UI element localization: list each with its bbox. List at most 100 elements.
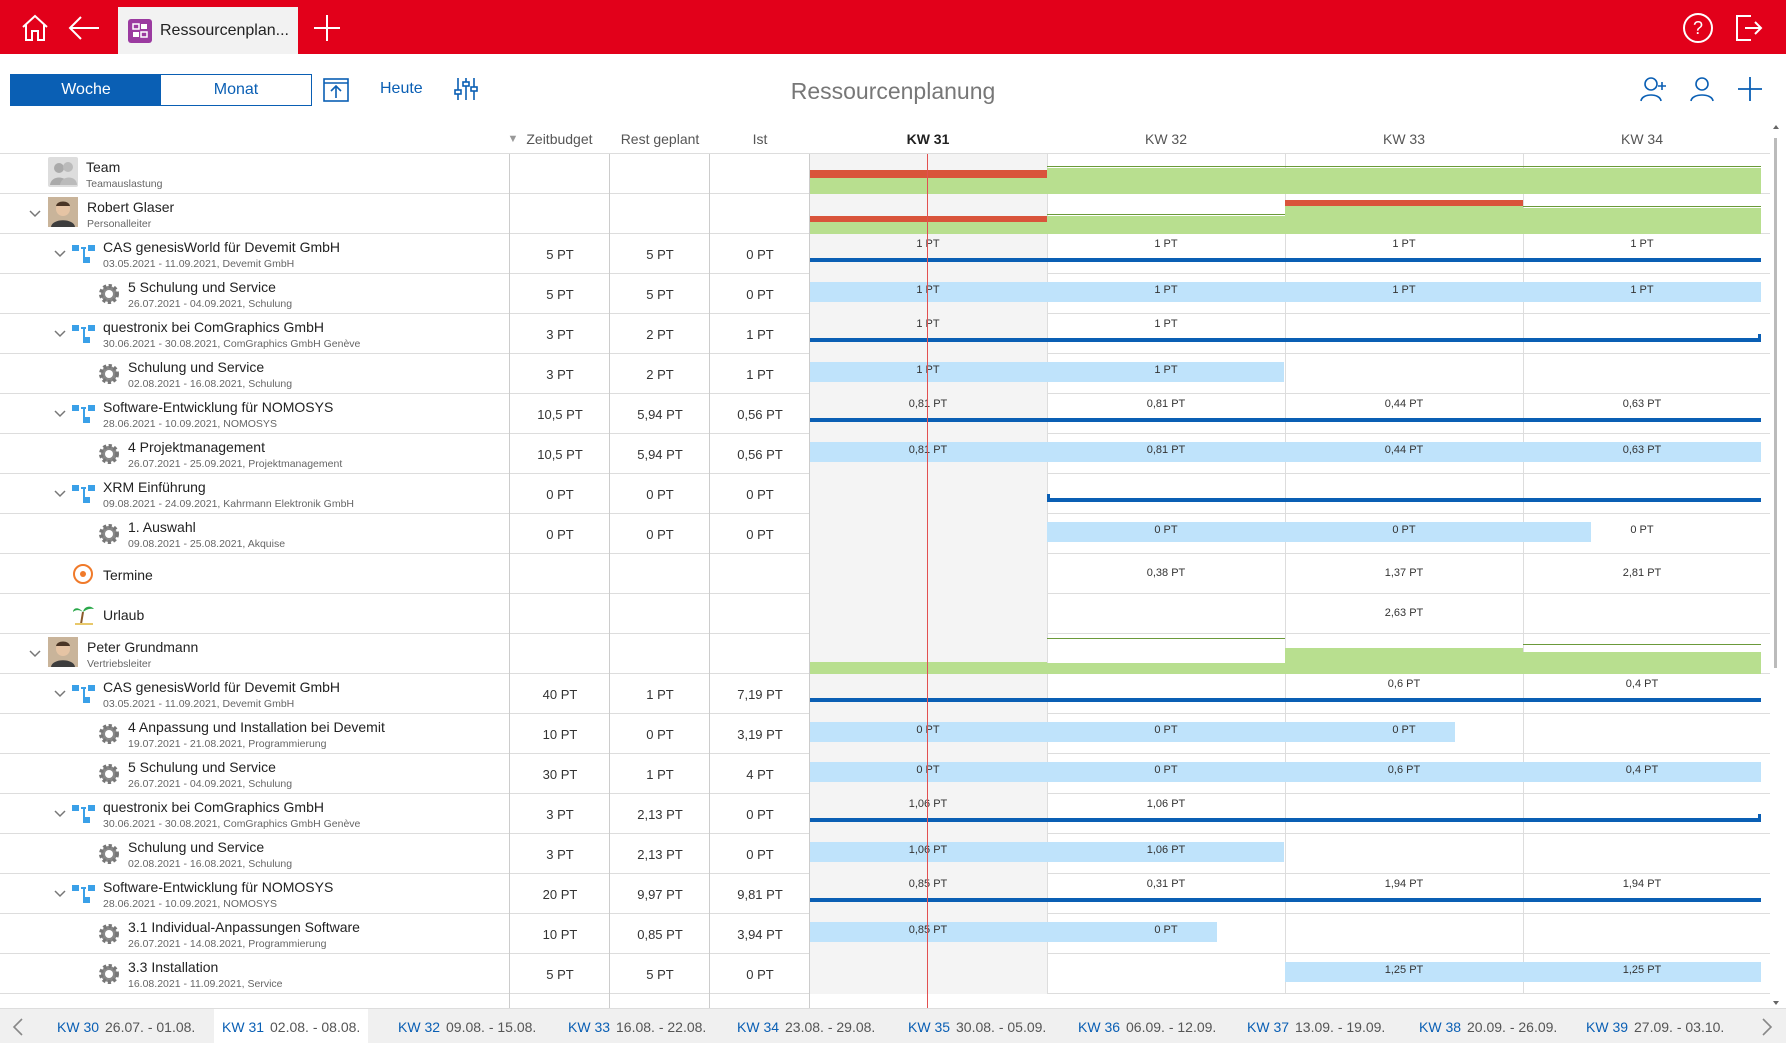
table-row[interactable]: 4 Projektmanagement 26.07.2021 - 25.09.20… [0,434,1770,474]
week-value: 1 PT [916,284,940,296]
project-bar[interactable] [809,818,1761,822]
sort-column-zeitbudget[interactable]: ▼ Zeitbudget [500,124,600,154]
export-icon[interactable] [322,74,350,104]
palm-tree-icon [72,603,94,625]
week-nav-item[interactable]: KW 31 02.08. - 08.08. [214,1009,369,1044]
tab-ressourcenplanung[interactable]: Ressourcenplan... [118,7,298,54]
project-bar[interactable] [809,898,1761,902]
user-icon[interactable] [1687,74,1717,104]
chevron-down-icon[interactable] [28,647,42,661]
home-icon[interactable] [17,10,53,46]
settings-sliders-icon[interactable] [453,76,479,102]
table-row[interactable]: 4 Anpassung und Installation bei Devemit… [0,714,1770,754]
add-tab-icon[interactable] [309,10,345,46]
column-header-ist[interactable]: Ist [752,131,768,147]
table-row[interactable]: Termine 0,38 PT 1,37 PT 2,81 PT [0,554,1770,594]
row-name: Software-Entwicklung für NOMOSYS [103,399,334,415]
cell-budget: 3 PT [546,366,574,382]
chevron-down-icon[interactable] [28,207,42,221]
table-row[interactable]: XRM Einführung 09.08.2021 - 24.09.2021, K… [0,474,1770,514]
task-bar[interactable] [809,722,1455,742]
capacity-line [1047,214,1285,215]
week-nav-dates: 16.08. - 22.08. [616,1018,707,1035]
vertical-scrollbar[interactable] [1772,124,1780,1008]
table-row[interactable]: 3.1 Individual-Anpassungen Software 26.07… [0,914,1770,954]
table-row[interactable]: 3.3 Installation 16.08.2021 - 11.09.2021,… [0,954,1770,994]
week-nav-item[interactable]: KW 37 13.09. - 19.09. [1247,1009,1385,1044]
table-row[interactable]: Team Teamauslastung [0,154,1770,194]
week-nav-item[interactable]: KW 32 09.08. - 15.08. [398,1009,536,1044]
nav-left-chevron-icon[interactable] [8,1009,28,1044]
avatar [48,637,78,667]
task-bar[interactable] [1047,522,1591,542]
column-header-week[interactable]: KW 31 [906,131,950,147]
project-structure-icon [72,883,95,905]
week-value: 0,85 PT [908,924,948,936]
week-nav-item[interactable]: KW 36 06.09. - 12.09. [1078,1009,1216,1044]
table-row[interactable]: CAS genesisWorld für Devemit GmbH 03.05.2… [0,674,1770,714]
chevron-down-icon[interactable] [53,407,67,421]
row-subtitle: 28.06.2021 - 10.09.2021, NOMOSYS [103,898,277,910]
row-name: Urlaub [103,607,145,623]
project-bar[interactable] [809,258,1761,262]
week-value: 1 PT [1154,284,1178,296]
week-value: 1 PT [1392,238,1416,250]
table-row[interactable]: CAS genesisWorld für Devemit GmbH 03.05.2… [0,234,1770,274]
project-structure-icon [72,243,95,265]
task-bar[interactable] [1285,962,1761,982]
task-bar[interactable] [809,362,1284,382]
task-bar[interactable] [809,842,1284,862]
column-header-week[interactable]: KW 33 [1382,131,1425,147]
table-row[interactable]: Software-Entwicklung für NOMOSYS 28.06.20… [0,874,1770,914]
column-header-rest-geplant[interactable]: Rest geplant [620,131,700,147]
project-bar[interactable] [809,338,1761,342]
task-bar[interactable] [809,762,1761,782]
column-header-week[interactable]: KW 34 [1620,131,1663,147]
table-row[interactable]: Schulung und Service 02.08.2021 - 16.08.2… [0,354,1770,394]
chevron-down-icon[interactable] [53,887,67,901]
cell-rest: 5,94 PT [637,406,683,422]
table-row[interactable]: questronix bei ComGraphics GmbH 30.06.202… [0,314,1770,354]
add-icon[interactable] [1735,74,1765,104]
project-bar[interactable] [809,418,1761,422]
today-button[interactable]: Heute [380,80,423,97]
table-row[interactable]: 1. Auswahl 09.08.2021 - 25.08.2021, Akqui… [0,514,1770,554]
project-bar[interactable] [809,698,1761,702]
week-nav-item[interactable]: KW 38 20.09. - 26.09. [1419,1009,1557,1044]
help-icon[interactable]: ? [1680,10,1716,46]
nav-right-chevron-icon[interactable] [1757,1009,1777,1044]
logout-icon[interactable] [1730,10,1766,46]
view-month-button[interactable]: Monat [161,75,311,105]
table-row[interactable]: 5 Schulung und Service 26.07.2021 - 04.09… [0,754,1770,794]
task-bar[interactable] [809,442,1761,462]
table-row[interactable]: Peter Grundmann Vertriebsleiter [0,634,1770,674]
table-row[interactable]: Robert Glaser Personalleiter [0,194,1770,234]
project-bar[interactable] [1047,498,1761,502]
chevron-down-icon[interactable] [53,487,67,501]
cell-ist: 4 PT [746,766,774,782]
table-row[interactable]: 5 Schulung und Service 26.07.2021 - 04.09… [0,274,1770,314]
table-row[interactable]: Schulung und Service 02.08.2021 - 16.08.2… [0,834,1770,874]
task-bar[interactable] [809,922,1217,942]
week-nav-item[interactable]: KW 34 23.08. - 29.08. [737,1009,875,1044]
cell-ist [710,554,810,594]
table-row[interactable]: Software-Entwicklung für NOMOSYS 28.06.20… [0,394,1770,434]
chevron-down-icon[interactable] [53,807,67,821]
week-nav-item[interactable]: KW 39 27.09. - 03.10. [1586,1009,1724,1044]
table-row[interactable]: Urlaub 2,63 PT [0,594,1770,634]
table-row[interactable]: questronix bei ComGraphics GmbH 30.06.202… [0,794,1770,834]
chevron-down-icon[interactable] [53,327,67,341]
week-divider [1047,394,1048,434]
chevron-down-icon[interactable] [53,247,67,261]
task-bar[interactable] [809,282,1761,302]
chevron-down-icon[interactable] [53,687,67,701]
view-week-button[interactable]: Woche [11,75,161,105]
back-arrow-icon[interactable] [66,10,102,46]
week-nav-item[interactable]: KW 30 26.07. - 01.08. [57,1009,195,1044]
svg-text:?: ? [1693,18,1703,38]
week-nav-item[interactable]: KW 35 30.08. - 05.09. [908,1009,1046,1044]
cell-budget: 10 PT [542,726,578,742]
week-nav-item[interactable]: KW 33 16.08. - 22.08. [568,1009,706,1044]
column-header-week[interactable]: KW 32 [1144,131,1187,147]
add-person-icon[interactable] [1638,74,1668,104]
